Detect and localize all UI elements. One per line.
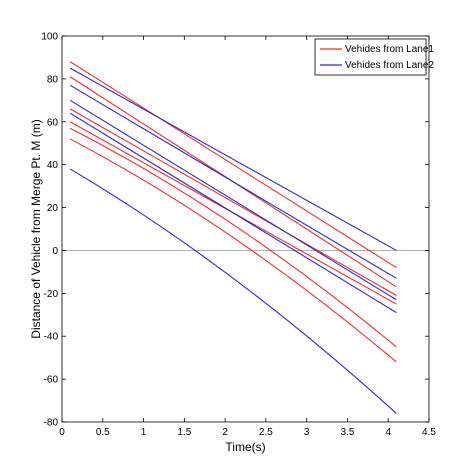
x-axis-title: Time(s) (225, 440, 265, 454)
x-tick-label: 2.5 (259, 427, 273, 438)
x-tick-label: 4 (385, 427, 391, 438)
x-tick-label: 3.5 (340, 427, 354, 438)
y-tick-labels: -80 -60 -40 -20 0 20 40 60 80 100 (41, 32, 58, 429)
series-line-lane2-8 (69, 84, 397, 279)
series-line-lane2-7 (69, 67, 397, 251)
y-tick-label: 0 (52, 246, 58, 257)
series-line-lane1-6 (69, 138, 397, 363)
y-tick-label: -40 (44, 332, 59, 343)
legend-box (314, 38, 427, 76)
series-line-lane1-3 (69, 108, 397, 296)
y-tick-label: 100 (41, 32, 58, 43)
series-line-lane1-1 (69, 61, 397, 269)
plot-area (62, 36, 429, 422)
x-tick-label: 3 (304, 427, 310, 438)
y-tick-label: -60 (44, 375, 59, 386)
x-tick-labels: 0 0.5 1 1.5 2 2.5 3 3.5 4 4.5 (59, 427, 436, 438)
plot-frame (61, 35, 430, 423)
x-tick-label: 1 (141, 427, 147, 438)
y-tick-label: -20 (44, 289, 59, 300)
y-tick-label: 80 (47, 74, 59, 85)
legend-label-lane2: Vehides from Lane2 (345, 60, 434, 71)
y-tick-label: -80 (44, 418, 59, 429)
legend: Vehides from Lane1 Vehides from Lane2 (314, 38, 434, 76)
x-tick-label: 1.5 (177, 427, 191, 438)
ticks-layer (61, 35, 430, 423)
y-tick-label: 20 (47, 203, 59, 214)
series-line-lane2-11 (69, 168, 397, 414)
series-line-lane2-10 (69, 112, 397, 314)
series-line-lane2-9 (69, 99, 397, 301)
x-tick-label: 0 (59, 427, 65, 438)
legend-label-lane1: Vehides from Lane1 (345, 44, 434, 55)
x-tick-label: 0.5 (96, 427, 110, 438)
series-line-lane1-5 (69, 127, 397, 348)
x-tick-label: 2 (222, 427, 228, 438)
y-tick-label: 60 (47, 117, 59, 128)
y-tick-label: 40 (47, 160, 59, 171)
y-axis-title: Distance of Vehicle from Merge Pt. M (m) (29, 119, 43, 338)
series-layer (69, 61, 397, 414)
x-tick-label: 4.5 (422, 427, 436, 438)
